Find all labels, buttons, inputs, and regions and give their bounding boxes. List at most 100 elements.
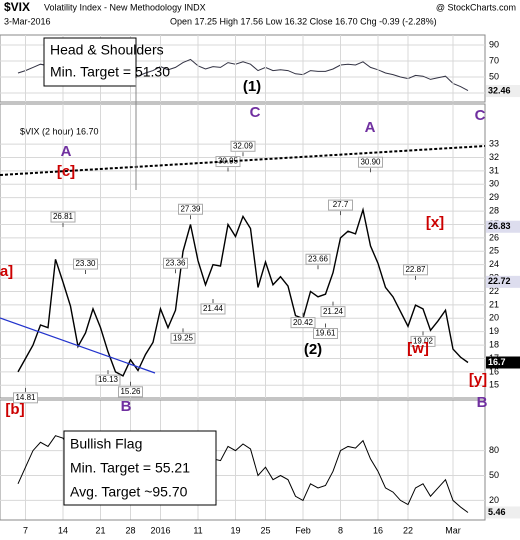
point-label-bg <box>73 258 98 270</box>
point-label-bg <box>118 386 143 398</box>
x-tick-label: Feb <box>295 525 311 535</box>
y-tick-label: 90 <box>489 39 499 49</box>
point-label: 30.90 <box>360 157 381 166</box>
x-tick-label: 2016 <box>150 525 170 535</box>
point-label: 27.7 <box>333 200 349 209</box>
annotation: Min. Target = 51.30 <box>50 64 170 80</box>
date: 3-Mar-2016 <box>4 16 51 26</box>
x-tick-label: 14 <box>58 525 68 535</box>
point-label: 16.13 <box>98 375 119 384</box>
y-tick-label: 26 <box>489 232 499 242</box>
point-label-bg <box>200 303 226 315</box>
point-label: 26.81 <box>53 212 74 221</box>
point-label: 20.42 <box>293 318 314 327</box>
y-tick-label: 30 <box>489 179 499 189</box>
wave-label: B <box>121 398 132 415</box>
point-label: 30.95 <box>218 157 239 166</box>
brand: @ StockCharts.com <box>436 2 516 12</box>
x-tick-label: 22 <box>403 525 413 535</box>
point-label-bg <box>358 156 383 168</box>
trendline <box>0 317 156 374</box>
y-tick-label: 24 <box>489 259 499 269</box>
point-label: 15.26 <box>120 387 141 396</box>
point-label-bg <box>305 253 331 265</box>
price-label: $VIX (2 hour) 16.70 <box>20 126 99 136</box>
y-tick-label: 20 <box>489 313 499 323</box>
quote: Open 17.25 High 17.56 Low 16.32 Close 16… <box>170 16 437 26</box>
point-label-bg <box>320 306 346 318</box>
point-label-bg <box>403 264 428 276</box>
series-line <box>17 206 469 377</box>
wave-label: [x] <box>426 214 444 231</box>
y-tick-label: 33 <box>489 138 499 148</box>
y-tick-label: 18 <box>489 339 499 349</box>
x-tick-label: 16 <box>373 525 383 535</box>
index-name: Volatility Index - New Methodology INDX <box>44 2 206 12</box>
annotation: Head & Shoulders <box>50 42 164 58</box>
point-label-bg <box>13 392 38 404</box>
value-tag <box>486 275 520 288</box>
wave-label: [a] <box>0 263 13 280</box>
value-tag <box>486 356 520 369</box>
y-tick-label: 15 <box>489 380 499 390</box>
y-tick-label: 28 <box>489 205 499 215</box>
value-tag-label: 22.72 <box>488 276 511 286</box>
point-label-bg <box>178 203 203 215</box>
y-tick-label: 19 <box>489 326 499 336</box>
wave-label: [c] <box>57 163 75 180</box>
y-tick-label: 50 <box>489 470 499 480</box>
wave-label: (1) <box>243 78 261 95</box>
wave-label: A <box>365 119 376 136</box>
value-tag <box>486 506 520 519</box>
wave-label: A <box>61 143 72 160</box>
point-label: 22.87 <box>405 265 426 274</box>
point-label: 19.61 <box>315 329 336 338</box>
point-label: 23.66 <box>308 254 329 263</box>
value-tag <box>486 85 520 98</box>
wave-label: [w] <box>407 340 429 357</box>
y-tick-label: 21 <box>489 299 499 309</box>
annotation: Min. Target = 55.21 <box>70 460 190 476</box>
hs-box <box>43 37 137 87</box>
wave-label: [b] <box>5 401 24 418</box>
y-tick-label: 80 <box>489 445 499 455</box>
x-tick-label: Mar <box>445 525 461 535</box>
x-tick-label: 11 <box>193 525 202 535</box>
y-tick-label: 16 <box>489 366 499 376</box>
point-label-bg <box>290 317 316 329</box>
point-label: 21.24 <box>323 307 344 316</box>
flag-box <box>63 430 217 506</box>
y-tick-label: 29 <box>489 192 499 202</box>
x-tick-label: 8 <box>338 525 343 535</box>
x-tick-label: 28 <box>125 525 135 535</box>
value-tag-label: 26.83 <box>488 221 511 231</box>
x-tick-label: 21 <box>95 525 105 535</box>
point-label-bg <box>95 374 121 386</box>
wave-label: C <box>475 107 486 124</box>
value-tag-label: 16.7 <box>488 357 506 367</box>
neckline <box>0 145 486 176</box>
point-label: 21.44 <box>203 304 224 313</box>
point-label-bg <box>163 257 188 269</box>
y-tick-label: 50 <box>489 71 499 81</box>
wave-label: (2) <box>304 341 322 358</box>
wave-label: [y] <box>469 371 487 388</box>
point-label: 14.81 <box>15 393 36 402</box>
y-tick-label: 32 <box>489 152 499 162</box>
y-tick-label: 31 <box>489 165 499 175</box>
y-tick-label: 70 <box>489 55 499 65</box>
point-label: 27.39 <box>180 204 201 213</box>
x-tick-label: 25 <box>260 525 270 535</box>
point-label: 23.36 <box>165 258 186 267</box>
value-tag-label: 32.46 <box>488 85 511 95</box>
symbol: $VIX <box>4 0 30 14</box>
annotation: Avg. Target ~95.70 <box>70 484 188 500</box>
point-label: 32.09 <box>233 141 254 150</box>
x-tick-label: 7 <box>23 525 28 535</box>
value-tag <box>486 220 520 233</box>
point-label-bg <box>230 140 256 152</box>
point-label: 19.25 <box>173 333 194 342</box>
panel-frame <box>0 399 486 521</box>
wave-label: C <box>250 104 261 121</box>
